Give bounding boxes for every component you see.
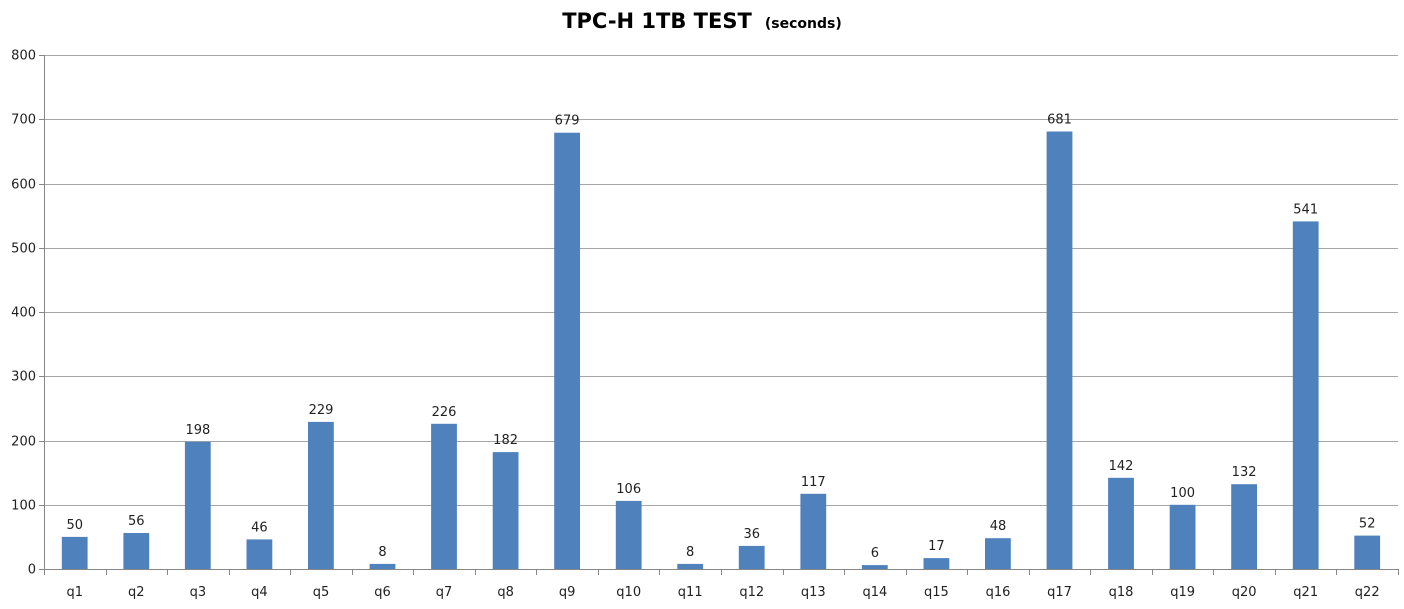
y-tick-label: 200 — [11, 435, 36, 450]
y-tick-label: 300 — [11, 370, 36, 385]
bar-q12 — [738, 545, 765, 569]
data-labels: 50 56 198 46 229 8 226 182 679 106 8 36 117 6 17 48 681 1… — [67, 113, 1376, 562]
y-tick-label: 0 — [28, 563, 36, 578]
data-label-q7: 226 — [432, 405, 457, 420]
data-label-q3: 198 — [185, 423, 210, 438]
data-label-q14: 6 — [871, 546, 879, 561]
x-tick-label-q14: q14 — [863, 585, 888, 600]
x-tick-label-q9: q9 — [559, 585, 576, 600]
x-tick-label-q21: q21 — [1293, 585, 1318, 600]
x-tick-label-q22: q22 — [1355, 585, 1380, 600]
chart-title-main: TPC-H 1TB TEST — [562, 9, 752, 33]
bar-q7 — [431, 423, 457, 569]
y-tick-label: 800 — [11, 49, 36, 64]
data-label-q8: 182 — [493, 433, 518, 448]
x-tick-label-q2: q2 — [128, 585, 145, 600]
bar-q11 — [677, 563, 704, 569]
x-tick-label-q20: q20 — [1232, 585, 1257, 600]
bar-q18 — [1108, 477, 1134, 569]
x-tick-label-q13: q13 — [801, 585, 826, 600]
data-label-q6: 8 — [378, 545, 386, 560]
bar-q19 — [1169, 504, 1196, 570]
data-label-q17: 681 — [1047, 113, 1072, 128]
data-label-q1: 50 — [67, 518, 84, 533]
gridlines — [44, 55, 1398, 506]
bar-q17 — [1046, 131, 1073, 569]
bar-q8 — [492, 452, 519, 569]
data-label-q2: 56 — [128, 514, 145, 529]
bar-q1 — [61, 536, 88, 569]
data-label-q20: 132 — [1232, 465, 1257, 480]
x-tick-label-q16: q16 — [986, 585, 1011, 600]
chart-title: TPC-H 1TB TEST (seconds) — [562, 9, 842, 33]
data-label-q11: 8 — [686, 545, 694, 560]
bar-q9 — [554, 132, 580, 569]
bar-q13 — [800, 493, 827, 569]
y-axis-ticks: 0 100 200 300 400 500 600 700 800 — [11, 49, 44, 578]
svg-text:TPC-H 1TB TEST (seconds): TPC-H 1TB TEST (seconds) — [562, 9, 842, 33]
x-axis-ticks: q1 q2 q3 q4 q5 q6 q7 q8 q9 q10 q11 q12 q13 q14 q15 q16 q… — [44, 569, 1399, 600]
y-tick-label: 700 — [11, 113, 36, 128]
data-label-q19: 100 — [1170, 486, 1195, 501]
x-tick-label-q4: q4 — [251, 585, 268, 600]
x-tick-label-q15: q15 — [924, 585, 949, 600]
x-tick-label-q3: q3 — [190, 585, 207, 600]
x-tick-label-q6: q6 — [374, 585, 391, 600]
bar-q22 — [1354, 535, 1381, 569]
data-label-q4: 46 — [251, 520, 268, 535]
data-label-q21: 541 — [1293, 202, 1318, 217]
x-tick-label-q10: q10 — [616, 585, 641, 600]
data-label-q12: 36 — [744, 527, 761, 542]
data-label-q5: 229 — [309, 403, 334, 418]
bar-q6 — [369, 563, 396, 569]
x-tick-label-q8: q8 — [497, 585, 514, 600]
bar-q3 — [184, 441, 211, 569]
bar-q15 — [923, 558, 950, 569]
bars — [61, 131, 1381, 570]
y-tick-label: 400 — [11, 306, 36, 321]
bar-q21 — [1292, 221, 1319, 569]
bar-q4 — [246, 539, 273, 569]
x-tick-label-q17: q17 — [1047, 585, 1072, 600]
data-label-q13: 117 — [801, 475, 826, 490]
x-tick-label-q11: q11 — [678, 585, 703, 600]
x-tick-label-q5: q5 — [313, 585, 330, 600]
bar-q20 — [1231, 484, 1257, 569]
x-tick-label-q12: q12 — [739, 585, 764, 600]
y-tick-label: 100 — [11, 499, 36, 514]
x-tick-label-q19: q19 — [1170, 585, 1195, 600]
data-label-q9: 679 — [555, 114, 580, 129]
x-tick-label-q1: q1 — [67, 585, 84, 600]
bar-q16 — [985, 538, 1011, 569]
bar-q10 — [615, 500, 642, 569]
bar-q14 — [861, 565, 888, 569]
x-tick-label-q7: q7 — [436, 585, 453, 600]
data-label-q22: 52 — [1359, 517, 1376, 532]
x-tick-label-q18: q18 — [1109, 585, 1134, 600]
data-label-q16: 48 — [990, 519, 1007, 534]
y-tick-label: 500 — [11, 242, 36, 257]
chart-title-unit: (seconds) — [765, 16, 842, 32]
data-label-q15: 17 — [928, 539, 945, 554]
y-tick-label: 600 — [11, 178, 36, 193]
data-label-q10: 106 — [616, 482, 641, 497]
data-label-q18: 142 — [1109, 459, 1134, 474]
bar-q5 — [308, 421, 334, 569]
bar-q2 — [123, 533, 150, 569]
